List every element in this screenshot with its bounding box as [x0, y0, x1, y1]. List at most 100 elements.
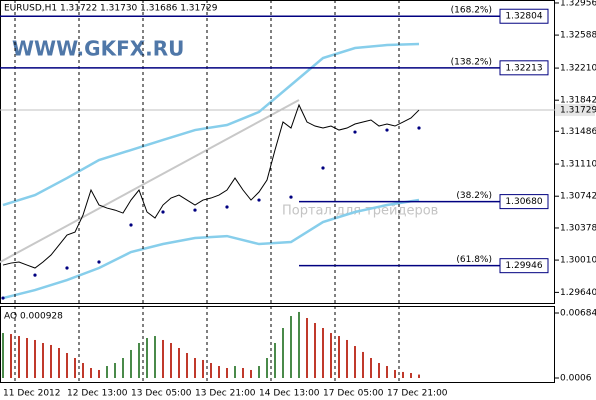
ao-bar [106, 366, 108, 378]
ao-bar [418, 374, 420, 378]
y-tick-label: 1.30742 [560, 192, 596, 202]
x-tick-label: 17 Dec 21:00 [387, 389, 448, 399]
ao-bar [58, 348, 60, 378]
ao-bar [210, 363, 212, 378]
sar-dot [129, 223, 133, 227]
ao-bar [18, 336, 20, 378]
ao-bar [306, 318, 308, 378]
y-tick-label: 1.31110 [560, 160, 596, 170]
ao-bar [266, 358, 268, 378]
header: EURUSD,H1 1.31722 1.31730 1.31686 1.3172… [4, 4, 218, 14]
ao-bar [402, 371, 404, 378]
y-tick-label: 1.30378 [560, 223, 596, 233]
ao-bar [114, 363, 116, 378]
y-tick-label: 1.32210 [560, 64, 596, 74]
ao-bar [66, 353, 68, 378]
sar-dot [225, 205, 229, 209]
sar-dot [289, 195, 293, 199]
ao-bar [314, 323, 316, 378]
ao-bar [74, 358, 76, 378]
ao-bar [298, 311, 300, 378]
sar-dot [417, 126, 421, 130]
ao-bar [234, 366, 236, 378]
ao-bar [42, 343, 44, 378]
ao-bar [10, 334, 12, 378]
y-tick-label: 0.00684 [560, 309, 596, 319]
ao-bar [26, 338, 28, 378]
last-price-box [555, 104, 595, 117]
ao-bar [362, 351, 364, 378]
y-tick-label: 1.31842 [560, 96, 596, 106]
y-tick-label: 0.0006 [560, 374, 592, 384]
y-tick-label: 1.31486 [560, 127, 596, 137]
sar-dot [97, 260, 101, 264]
fib-ratio: (61.8%) [456, 255, 492, 265]
sar-dot [385, 128, 389, 132]
ao-bar [130, 349, 132, 378]
ao-bar [194, 358, 196, 378]
sar-dot [353, 130, 357, 134]
last-price-label: 1.31729 [560, 106, 596, 116]
watermark: WWW.GKFX.RU [12, 37, 184, 61]
sar-dot [33, 273, 37, 277]
ao-bar [2, 333, 4, 378]
ao-bar [346, 339, 348, 378]
ao-bar [186, 353, 188, 378]
ao-bar [378, 363, 380, 378]
x-tick-label: 17 Dec 05:00 [323, 389, 384, 399]
ao-bar [282, 328, 284, 378]
main-plot [0, 42, 555, 300]
trendline [0, 99, 300, 263]
ao-bar [50, 344, 52, 378]
fib-box [499, 8, 549, 24]
sar-dot [193, 208, 197, 212]
fib-box [499, 60, 549, 76]
y-tick-label: 1.29640 [560, 288, 596, 298]
ao-bar [34, 339, 36, 378]
ao-bar [98, 369, 100, 378]
ao-bar [138, 343, 140, 378]
sar-dot [65, 266, 69, 270]
ao-frame [0, 306, 555, 383]
ao-bar [330, 333, 332, 378]
y-tick-label: 1.32956 [560, 0, 596, 8]
x-tick-label: 14 Dec 13:00 [259, 389, 320, 399]
x-tick-label: 12 Dec 13:00 [67, 389, 128, 399]
sar-dot [257, 198, 261, 202]
fib-value: 1.32213 [505, 63, 542, 73]
fib-ratio: (168.2%) [451, 6, 492, 16]
fib-ratio: (38.2%) [456, 191, 492, 201]
ao-bar [258, 366, 260, 378]
main-frame [0, 0, 555, 304]
ao-bar [146, 338, 148, 378]
series-line [2, 103, 420, 269]
x-tick-label: 11 Dec 2012 [3, 389, 61, 399]
series-line [2, 198, 420, 300]
fib-value: 1.30680 [505, 197, 542, 207]
ao-bar [394, 369, 396, 378]
ao-bar [338, 336, 340, 378]
fib-ratio: (138.2%) [451, 57, 492, 67]
ao-bar [250, 369, 252, 378]
x-tick-label: 13 Dec 05:00 [131, 389, 192, 399]
ao-bar [290, 316, 292, 378]
ao-bar [370, 358, 372, 378]
ao-bar [242, 368, 244, 378]
ao-bar [218, 366, 220, 378]
y-tick-label: 1.30010 [560, 256, 596, 266]
fib-value: 1.32804 [505, 12, 542, 22]
fib-box [499, 194, 549, 210]
ao-bar [154, 336, 156, 378]
sar-dot [1, 296, 5, 300]
sar-dot [161, 210, 165, 214]
ao-bar [226, 368, 228, 378]
ao-label: AO 0.000928 [4, 312, 63, 322]
ao-bar [178, 348, 180, 378]
x-tick-label: 13 Dec 21:00 [195, 389, 256, 399]
ao-bar [162, 339, 164, 378]
ao-bar [410, 373, 412, 378]
ao-bar [90, 368, 92, 378]
sar-dot [321, 166, 325, 170]
ao-bar [386, 366, 388, 378]
